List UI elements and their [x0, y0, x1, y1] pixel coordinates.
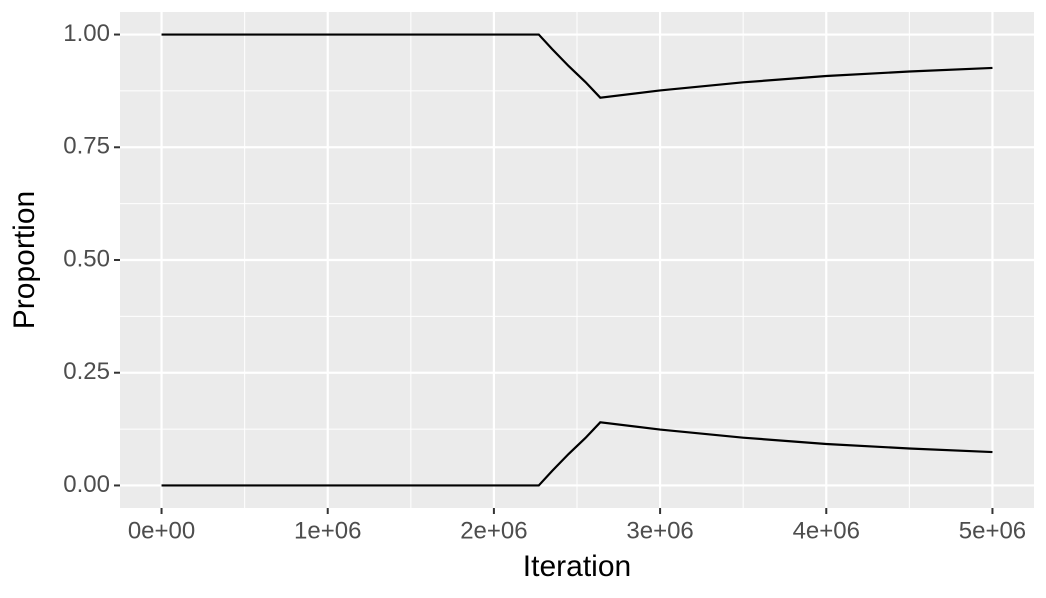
- y-tick-label: 0.75: [63, 133, 110, 160]
- x-tick-label: 3e+06: [626, 517, 693, 544]
- y-tick-label: 0.00: [63, 471, 110, 498]
- x-tick-label: 0e+00: [128, 517, 195, 544]
- x-tick-label: 4e+06: [793, 517, 860, 544]
- x-tick-label: 2e+06: [460, 517, 527, 544]
- y-tick-label: 0.50: [63, 245, 110, 272]
- marks: [161, 33, 993, 487]
- y-tick-label: 1.00: [63, 20, 110, 47]
- line: [161, 421, 993, 487]
- x-axis-title: Iteration: [523, 550, 631, 583]
- grid: [120, 12, 1034, 508]
- x-tick-label: 1e+06: [294, 517, 361, 544]
- y-tick-label: 0.25: [63, 358, 110, 385]
- y-axis-title: Proportion: [8, 191, 41, 329]
- x-tick-label: 5e+06: [959, 517, 1026, 544]
- line: [161, 33, 993, 99]
